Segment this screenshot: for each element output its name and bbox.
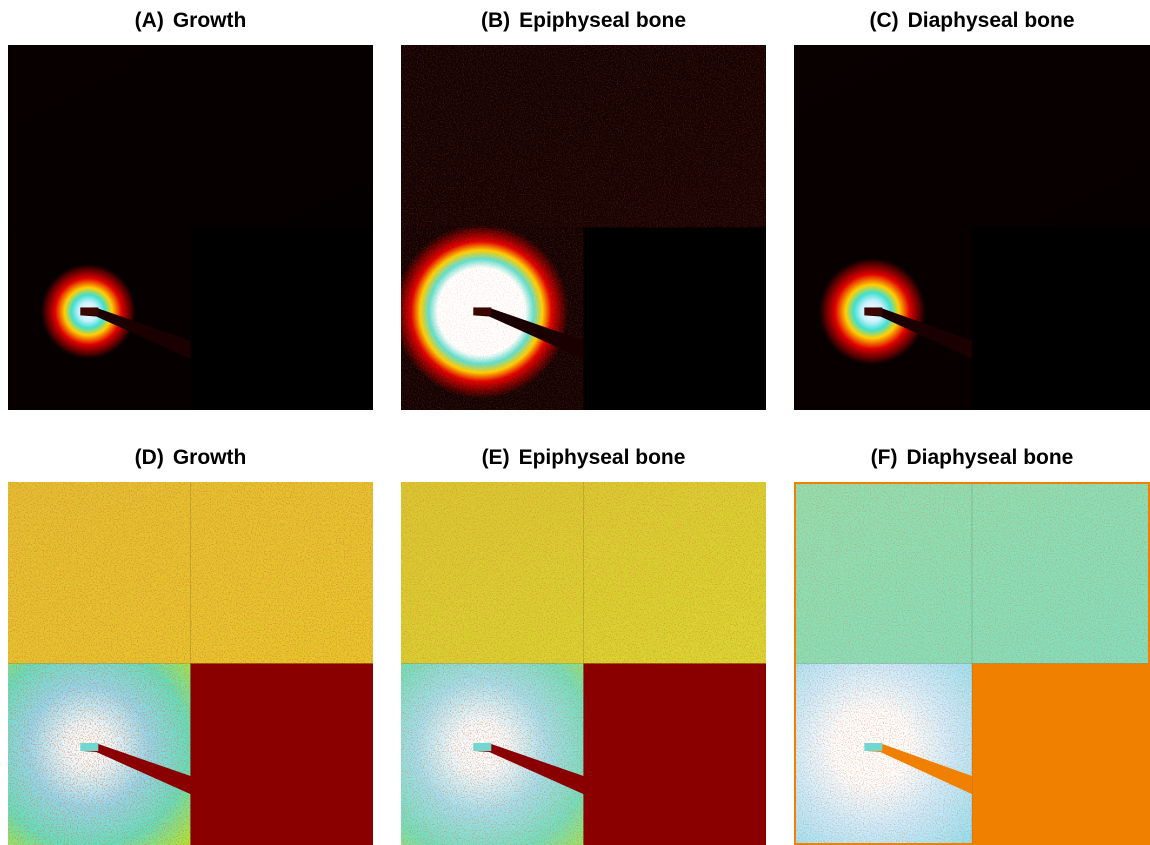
panel-title: (B) Epiphyseal bone: [401, 9, 766, 33]
beam-stop: [475, 742, 584, 795]
masked-quadrant: [583, 227, 766, 410]
scattering-image: [794, 482, 1150, 845]
scattering-image: [8, 45, 373, 410]
panel-letter: (F): [870, 446, 898, 469]
masked-quadrant: [972, 227, 1150, 410]
beam-stop-tip: [80, 307, 99, 316]
panel-letter: (C): [869, 9, 899, 32]
beam-stop-tip: [864, 742, 883, 751]
beam-stop: [82, 742, 191, 795]
panel-letter: (B): [480, 9, 511, 32]
panel-title: (A) Growth: [8, 9, 373, 33]
masked-quadrant: [190, 663, 373, 845]
beam-stop: [475, 307, 584, 359]
panel-label: Epiphyseal bone: [518, 446, 686, 469]
beam-stop: [866, 742, 972, 795]
panel-letter: (A): [134, 9, 164, 32]
beam-stop-tip: [864, 307, 883, 316]
panel-title: (F) Diaphyseal bone: [794, 446, 1150, 470]
upper-detector: [794, 45, 1150, 228]
panel-letter: (E): [481, 446, 510, 469]
panel-label: Diaphyseal bone: [906, 446, 1074, 469]
masked-quadrant: [583, 663, 766, 845]
beam-stop-tip: [473, 742, 492, 751]
scattering-image: [401, 482, 766, 845]
masked-quadrant: [972, 663, 1150, 845]
image-border: [794, 482, 1150, 845]
panel-label: Growth: [172, 9, 247, 32]
upper-detector: [8, 45, 373, 228]
scattering-image: [794, 45, 1150, 410]
beam-stop: [82, 307, 191, 359]
scattering-image: [401, 45, 766, 410]
panel-label: Growth: [172, 446, 247, 469]
panel-letter: (D): [134, 446, 164, 469]
panel-label: Epiphyseal bone: [519, 9, 687, 32]
panel-label: Diaphyseal bone: [907, 9, 1075, 32]
masked-quadrant: [190, 227, 373, 410]
scattering-image: [8, 482, 373, 845]
beam-stop-tip: [80, 742, 99, 751]
panel-title: (E) Epiphyseal bone: [401, 446, 766, 470]
panel-title: (C) Diaphyseal bone: [794, 9, 1150, 33]
beam-stop-tip: [473, 307, 492, 316]
beam-stop: [866, 307, 972, 359]
panel-title: (D) Growth: [8, 446, 373, 470]
